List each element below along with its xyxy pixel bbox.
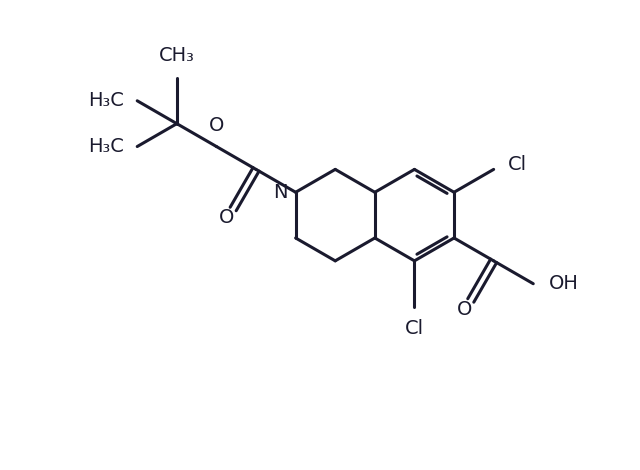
Text: N: N	[273, 183, 288, 202]
Text: Cl: Cl	[508, 155, 527, 174]
Text: O: O	[456, 299, 472, 319]
Text: O: O	[209, 116, 224, 134]
Text: CH₃: CH₃	[159, 46, 195, 65]
Text: H₃C: H₃C	[88, 91, 124, 110]
Text: H₃C: H₃C	[88, 137, 124, 156]
Text: O: O	[219, 208, 234, 227]
Text: OH: OH	[549, 274, 579, 293]
Text: Cl: Cl	[405, 320, 424, 338]
